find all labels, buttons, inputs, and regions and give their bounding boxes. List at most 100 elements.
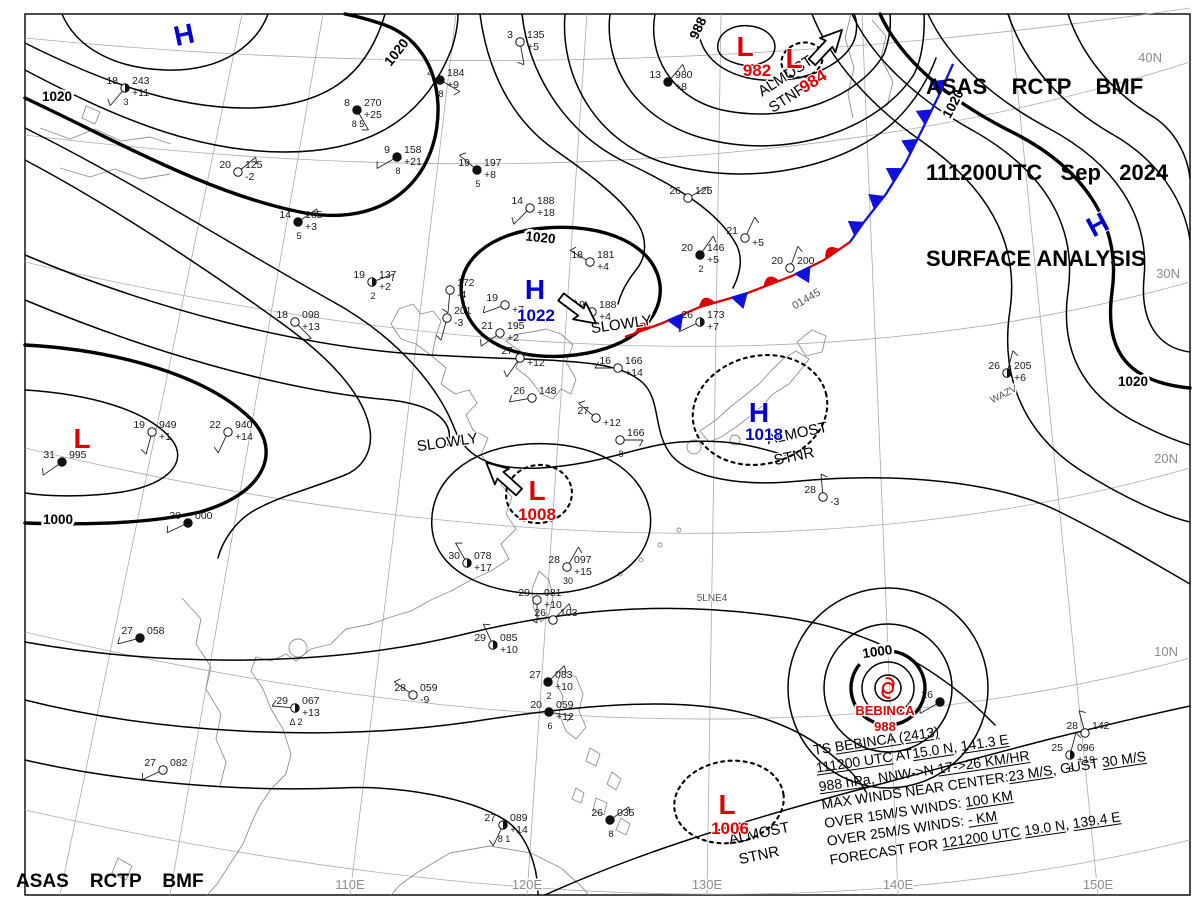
station-tendency: +9 (447, 79, 459, 91)
wind-barb-tick (508, 395, 513, 403)
wind-barb (42, 464, 59, 476)
wind-barb-tick (271, 700, 277, 707)
station-circle (562, 562, 572, 572)
station-temp: 30 (169, 510, 181, 522)
wind-barb (613, 806, 630, 818)
typhoon-isobar-circle (874, 674, 902, 702)
wind-barb-tick (568, 603, 572, 611)
station-plot: 25 096+19 8 (1051, 732, 1095, 774)
isobars (23, 12, 1192, 896)
cold-front-triangle (901, 138, 919, 155)
station-temp: 26 (591, 807, 603, 819)
station-tendency: +11 (132, 87, 149, 99)
wind-barb (145, 436, 152, 455)
station-tendency: +1 (159, 431, 171, 443)
isobar-1000 (23, 343, 268, 526)
station-plot: 3 135+5 (507, 29, 545, 66)
station-temp: 20 (681, 242, 693, 254)
wind-barb-tick (488, 839, 494, 847)
station-temp: 29 (518, 587, 530, 599)
almost-stationary-circle (505, 463, 573, 525)
front-stationary-segment (667, 313, 684, 322)
cold-front-triangle (868, 194, 886, 210)
station-circle (605, 815, 615, 825)
station-tendency: +19 (1077, 754, 1095, 766)
station-tendency: +14 (235, 431, 253, 443)
wind-barb (691, 186, 709, 197)
station-temp: 18 (276, 309, 288, 321)
wind-barb (569, 250, 587, 261)
wind-barb (301, 208, 318, 220)
station-tendency: +5 (707, 254, 719, 266)
station-pressure: 083 (555, 669, 573, 681)
station-pressure: 085 (500, 632, 518, 644)
front-stationary-segment (731, 292, 748, 299)
station-pressure: 059 (556, 699, 574, 711)
coastline (796, 329, 827, 357)
station-plot: 14 188+18 (511, 195, 555, 225)
center-pressure-value: 982 (743, 61, 771, 80)
station-tendency: +18 (537, 207, 555, 219)
station-tendency: -9 (420, 694, 429, 706)
station-plot: 21 195+2 (480, 320, 525, 347)
wind-barb-tick (639, 439, 644, 447)
station-pressure: 980 (675, 69, 693, 81)
station-circle (613, 363, 623, 373)
station-pressure: 148 (539, 385, 557, 397)
station-plot: 16 166+14 (594, 355, 643, 379)
low-center-symbol: L (73, 423, 90, 454)
station-plot: 20 125-2 (219, 156, 263, 183)
station-pressure: 166 (627, 427, 645, 439)
station-tendency: +21 (404, 156, 422, 168)
station-circle (445, 285, 455, 295)
station-circle (158, 765, 168, 775)
station-circle (223, 427, 233, 437)
station-circle (525, 203, 535, 213)
graticule-line (24, 809, 1191, 895)
coastline (556, 670, 587, 740)
station-plot: 20 059+12 6 (530, 699, 574, 731)
station-circle (515, 37, 525, 47)
station-pressure: 195 (507, 320, 525, 332)
station-pressure: 067 (302, 695, 320, 707)
station-pressure: 188 (537, 195, 555, 207)
station-pressure: 098 (302, 309, 320, 321)
isobar (521, 13, 741, 289)
wind-barb-tick (255, 157, 258, 165)
wind-barb-tick (517, 61, 525, 66)
isobar-label: 1020 (42, 89, 72, 104)
station-temp: 30 (448, 550, 460, 562)
wind-barb (553, 712, 572, 717)
station-temp: 18 (106, 75, 118, 87)
station-code: 5 (475, 179, 480, 189)
station-circle (293, 217, 303, 227)
front-stationary-segment (795, 266, 811, 276)
wind-barb-tick (511, 217, 515, 225)
station-plot: 172-4 (442, 277, 475, 314)
station-circle (935, 697, 945, 707)
isobar (24, 254, 1191, 585)
station-plot: 26 173+7 (678, 309, 725, 333)
movement-circles-layer (505, 41, 829, 845)
station-temp: 27 (501, 345, 513, 357)
station-pressure: 089 (510, 812, 528, 824)
station-plot: 29 067+13Δ 2 (271, 695, 320, 727)
wind-barb (550, 665, 565, 680)
wind-barb-tick (712, 235, 717, 243)
wind-barb-tick (503, 370, 508, 378)
station-tendency: +5 (752, 237, 764, 249)
station-circle (740, 233, 750, 243)
station-circle (1080, 728, 1090, 738)
station-circle (548, 615, 558, 625)
station-circle (135, 633, 145, 643)
isobar (24, 13, 459, 153)
isobar (24, 699, 867, 793)
wind-barb (520, 46, 525, 65)
station-pressure: 097 (574, 554, 592, 566)
station-pressure: 096 (1077, 742, 1095, 754)
station-temp: 21 (481, 320, 493, 332)
station-tendency: +10 (500, 644, 518, 656)
